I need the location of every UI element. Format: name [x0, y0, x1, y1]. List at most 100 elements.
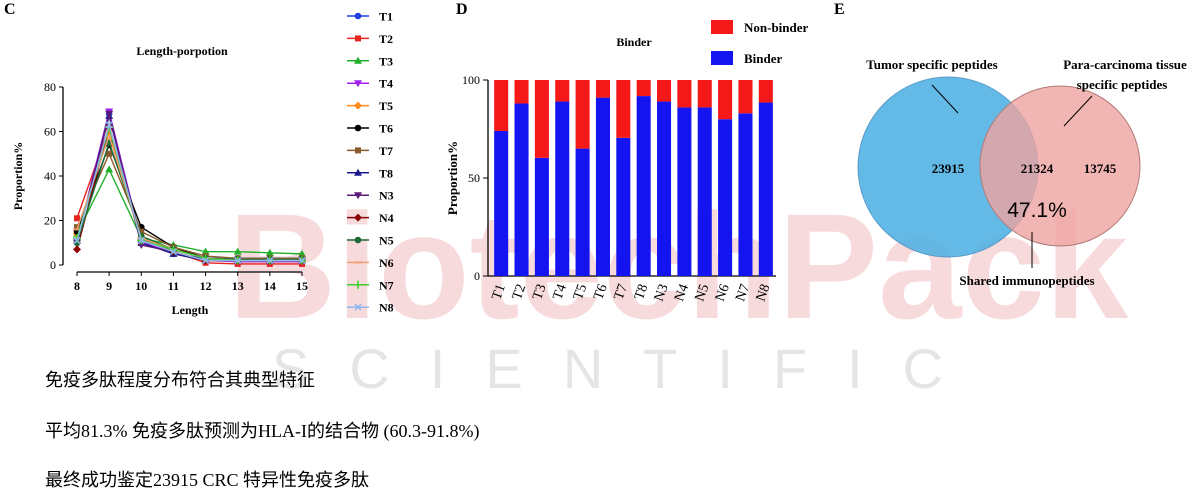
- legend-label: N8: [379, 301, 394, 315]
- legend-marker: [354, 12, 362, 20]
- legend-label: T5: [379, 99, 393, 113]
- bar-nonbinder-t6: [595, 80, 610, 98]
- bar-binder-t8: [636, 96, 651, 277]
- point-t3: [105, 165, 114, 173]
- bar-n4: [677, 80, 692, 276]
- d-x-tick-label: T1: [490, 282, 509, 302]
- chart-d-bars: [494, 80, 773, 277]
- bar-binder-t4: [555, 101, 570, 276]
- point-t3: [298, 249, 306, 257]
- point-t7: [106, 150, 113, 157]
- c-x-tick-label: 11: [168, 279, 179, 293]
- d-x-tick-label: T7: [612, 282, 631, 302]
- d-y-tick-label: 100: [462, 73, 480, 87]
- legend-marker: [354, 192, 362, 200]
- panel-letter-c: C: [4, 1, 16, 18]
- bar-binder-t7: [616, 137, 631, 276]
- legend-label: N3: [379, 189, 394, 203]
- chart-c-title: Length-porpotion: [136, 44, 228, 58]
- bar-nonbinder-n6: [718, 80, 733, 120]
- bar-n5: [697, 80, 712, 276]
- point-t3: [201, 247, 210, 255]
- legend-item-t1: T1: [347, 10, 393, 24]
- bar-nonbinder-t5: [575, 80, 590, 149]
- c-x-tick-label: 15: [296, 279, 308, 293]
- bar-n8: [758, 80, 773, 276]
- bar-nonbinder-n3: [657, 80, 672, 102]
- bar-nonbinder-n5: [697, 80, 712, 108]
- legend-label: N5: [379, 234, 394, 248]
- legend-marker: [354, 236, 362, 244]
- panel-c-line-chart: C Length-porpotion Proportion% Length 0 2…: [4, 1, 394, 317]
- bar-binder-t3: [534, 157, 549, 276]
- legend-item-n4: N4: [347, 211, 394, 225]
- series-n8: [73, 121, 306, 265]
- chart-d-title: Binder: [616, 35, 652, 49]
- legend-label: T8: [379, 166, 393, 180]
- c-y-tick-label: 0: [50, 258, 56, 272]
- legend-item-t4: T4: [347, 77, 393, 91]
- d-x-tick-label: T2: [510, 282, 529, 302]
- bar-t7: [616, 80, 631, 276]
- series-line-n8: [76, 122, 302, 262]
- caption-line-2: 平均81.3% 免疫多肽预测为HLA-I的结合物 (60.3-91.8%): [45, 421, 480, 441]
- bar-t1: [494, 80, 509, 276]
- legend-swatch: [711, 51, 733, 65]
- chart-c-series: [73, 108, 306, 267]
- c-y-tick-label: 20: [44, 214, 56, 228]
- d-y-tick-label: 50: [468, 171, 480, 185]
- legend-marker: [355, 147, 361, 154]
- series-line-t7: [76, 151, 302, 260]
- bar-t2: [514, 80, 529, 277]
- legend-marker: [354, 56, 362, 64]
- legend-label: T4: [379, 77, 393, 91]
- venn-count-para-only: 13745: [1084, 161, 1117, 176]
- caption-line-1: 免疫多肽程度分布符合其典型特征: [45, 370, 315, 390]
- legend-label: Binder: [744, 51, 783, 66]
- d-x-tick-label: T5: [571, 282, 590, 302]
- bar-nonbinder-t3: [534, 80, 549, 158]
- legend-item-t3: T3: [347, 54, 393, 68]
- d-x-tick-label: N6: [713, 282, 733, 303]
- bar-nonbinder-t4: [555, 80, 570, 102]
- bar-binder-n7: [738, 113, 753, 276]
- bar-t3: [534, 80, 549, 276]
- point-n3: [137, 241, 146, 249]
- panel-letter-e: E: [834, 1, 845, 18]
- point-t7: [138, 228, 145, 235]
- bar-t6: [595, 80, 610, 276]
- bar-nonbinder-t8: [636, 80, 651, 97]
- bar-t5: [575, 80, 590, 276]
- bar-n7: [738, 80, 753, 276]
- d-x-tick-label: N4: [672, 282, 692, 303]
- bar-binder-n8: [758, 102, 773, 276]
- venn-pointer-para: [1063, 95, 1093, 127]
- bar-nonbinder-t1: [494, 80, 509, 131]
- legend-item-n7: N7: [347, 278, 394, 292]
- c-y-tick-label: 40: [44, 169, 56, 183]
- point-n4: [73, 245, 81, 254]
- bar-t4: [555, 80, 570, 276]
- chart-d-axes: 0 50 100 T1 T2 T3 T4 T5 T6 T7 T8 N3 N4 N5 N6 N7 N8: [462, 73, 776, 303]
- watermark-sub: SCIENTIFIC: [272, 337, 983, 400]
- legend-label: T1: [379, 10, 393, 24]
- legend-label: T3: [379, 54, 393, 68]
- legend-item-t7: T7: [347, 144, 393, 158]
- legend-item-n8: N8: [347, 301, 394, 315]
- bar-nonbinder-n7: [738, 80, 753, 114]
- legend-item-n3: N3: [347, 189, 394, 203]
- legend-marker: [354, 101, 362, 110]
- venn-shared-percent: 47.1%: [1007, 199, 1067, 222]
- legend-label: T6: [379, 122, 393, 136]
- legend-item-t2: T2: [347, 32, 393, 46]
- legend-marker: [354, 213, 362, 222]
- point-t3: [233, 247, 242, 255]
- bar-binder-t1: [494, 130, 509, 276]
- point-n8: [169, 248, 177, 256]
- c-x-tick-label: 8: [74, 279, 80, 293]
- bar-binder-n5: [697, 107, 712, 276]
- legend-marker: [354, 280, 362, 289]
- bar-nonbinder-n4: [677, 80, 692, 108]
- point-n8: [234, 256, 242, 265]
